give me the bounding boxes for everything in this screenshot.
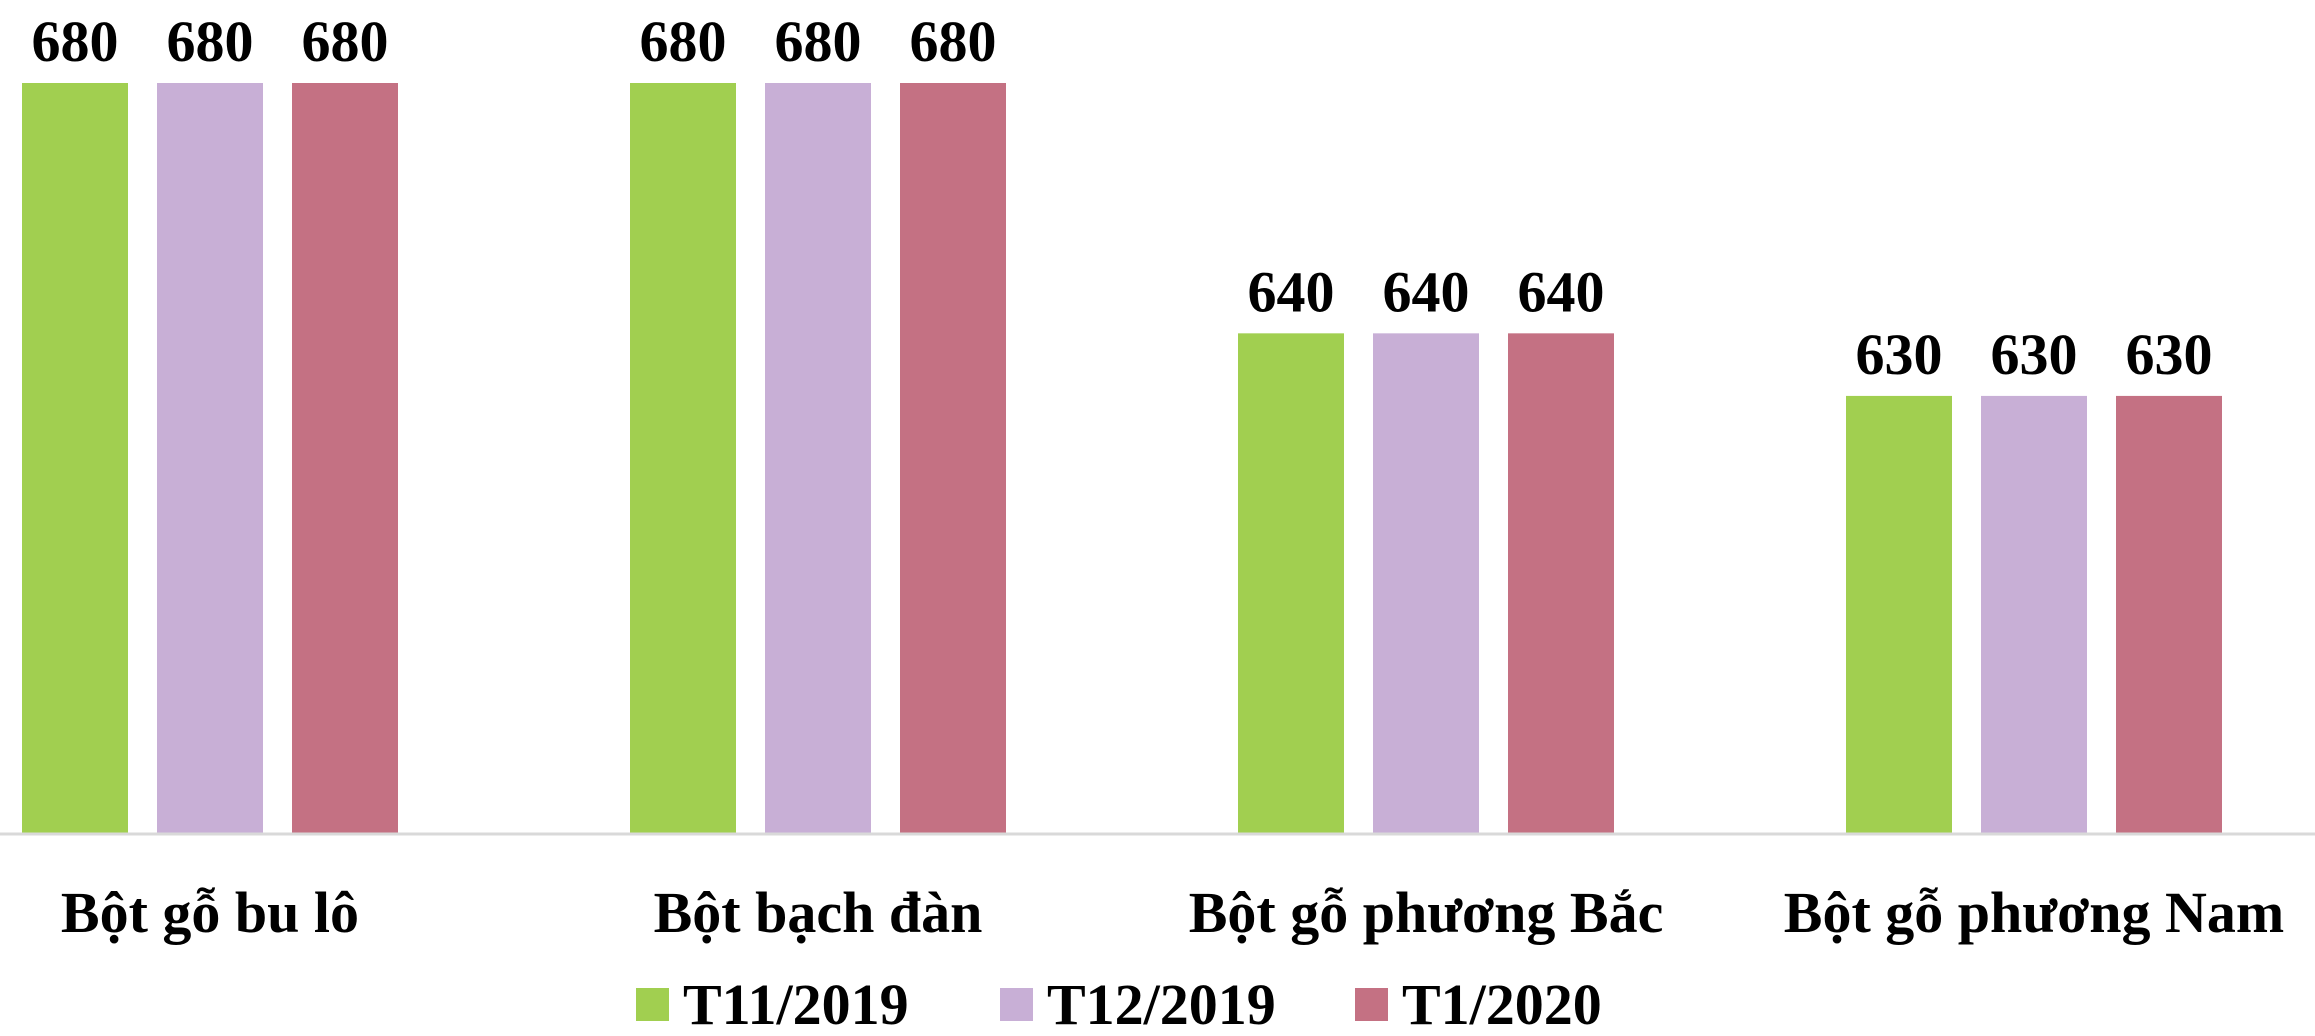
category-labels-group: Bột gỗ bu lô Bột bạch đàn Bột gỗ phương Bắ…: [61, 880, 2284, 945]
category-label: Bột gỗ phương Nam: [1784, 880, 2284, 945]
category-label: Bột bạch đàn: [654, 880, 983, 945]
data-label: 630: [2126, 322, 2213, 387]
data-label: 680: [167, 9, 254, 74]
bar: [1846, 395, 1952, 834]
legend-swatch: [636, 988, 669, 1021]
bar: [630, 83, 736, 834]
data-label: 680: [32, 9, 119, 74]
bar: [765, 83, 871, 834]
category-label: Bột gỗ phương Bắc: [1189, 880, 1664, 945]
bar: [2116, 395, 2222, 834]
legend-label: T12/2019: [1047, 972, 1276, 1036]
data-label: 640: [1518, 259, 1605, 324]
data-label: 640: [1248, 259, 1335, 324]
data-label: 640: [1383, 259, 1470, 324]
data-label: 680: [640, 9, 727, 74]
bar: [1238, 333, 1344, 834]
bar: [1981, 395, 2087, 834]
bar: [292, 83, 398, 834]
bar: [22, 83, 128, 834]
data-label: 680: [910, 9, 997, 74]
legend-label: T1/2020: [1402, 972, 1602, 1036]
legend-swatch: [1000, 988, 1033, 1021]
legend: T11/2019 T12/2019 T1/2020: [636, 972, 1602, 1036]
data-label: 680: [302, 9, 389, 74]
legend-label: T11/2019: [683, 972, 909, 1036]
category-label: Bột gỗ bu lô: [61, 880, 359, 945]
data-label: 630: [1991, 322, 2078, 387]
bar: [1373, 333, 1479, 834]
bar: [1508, 333, 1614, 834]
data-labels-group: 680 680 680 680 680 680 640 640 640 630 630 630: [32, 9, 2213, 387]
data-label: 630: [1856, 322, 1943, 387]
legend-swatch: [1355, 988, 1388, 1021]
bar: [900, 83, 1006, 834]
data-label: 680: [775, 9, 862, 74]
bars-group: [22, 83, 2222, 834]
bar: [157, 83, 263, 834]
